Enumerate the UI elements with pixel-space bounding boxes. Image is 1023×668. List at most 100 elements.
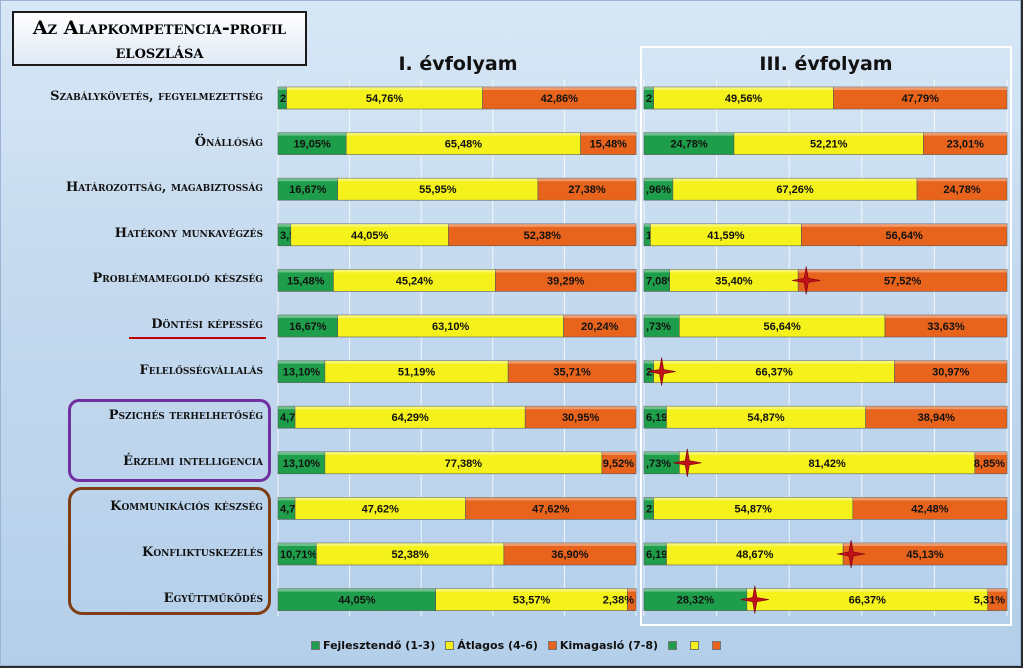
data-label: 8,85% [974, 458, 1005, 470]
bar-highlight [525, 406, 636, 410]
bar-kimagaslo [987, 588, 1008, 611]
data-label: 52,38% [524, 230, 562, 242]
bar-highlight [333, 269, 496, 273]
bar-highlight [627, 588, 636, 592]
data-label: 66,37% [755, 367, 793, 379]
data-label: 47,62% [362, 503, 400, 515]
bar-highlight [653, 497, 853, 501]
data-label: 30,97% [932, 367, 970, 379]
data-label: 64,29% [391, 412, 429, 424]
data-label: 10,71% [280, 549, 318, 561]
chart-title-line2: eloszlása [115, 41, 204, 63]
data-label: 13,10% [283, 367, 321, 379]
bar-highlight [798, 269, 1007, 273]
data-label: 56,64% [763, 321, 801, 333]
bar-highlight [653, 87, 834, 90]
bar-highlight [653, 360, 895, 364]
bar-highlight [644, 178, 673, 182]
data-label: 41,59% [707, 230, 745, 242]
data-label: 57,52% [884, 275, 922, 287]
data-label: 45,24% [396, 275, 434, 287]
highlight-underline [129, 337, 266, 339]
data-label: 19,05% [293, 139, 331, 151]
bar-highlight [833, 87, 1007, 90]
bar-highlight [337, 178, 538, 182]
data-label: 20,24% [581, 321, 619, 333]
data-label: 55,95% [419, 184, 457, 196]
bar-highlight [801, 223, 1007, 227]
bar-highlight [644, 588, 747, 592]
chart-title: Az Alapkompetencia-profil eloszlása [12, 11, 307, 66]
panel-title-iii: III. évfolyam [759, 53, 893, 75]
bar-highlight [278, 406, 296, 410]
row-label: Hatékony munkavégzés [114, 225, 263, 241]
row-label: Határozottság, magabiztosság [66, 180, 263, 196]
bar-highlight [644, 132, 734, 136]
bar-highlight [644, 315, 680, 318]
data-label: 16,67% [289, 184, 327, 196]
bar-highlight [278, 132, 347, 136]
star-marker [673, 448, 702, 477]
bar-kimagaslo [884, 314, 1008, 338]
data-label: 35,71% [553, 367, 591, 379]
row-label: Kommunikációs készség [110, 499, 263, 515]
data-label: 23,01% [947, 139, 985, 151]
data-label: 47,62% [532, 503, 570, 515]
bar-kimagaslo [563, 314, 637, 338]
bar-highlight [278, 87, 287, 90]
row-label: Együttműködés [163, 590, 263, 606]
bar-highlight [448, 223, 636, 227]
data-label: ,73% [646, 458, 671, 470]
bar-highlight [278, 451, 325, 455]
bar-kimagaslo [495, 269, 637, 292]
highlight-box-brown [68, 487, 271, 615]
bar-highlight [278, 269, 334, 273]
bar-kimagaslo [503, 542, 637, 566]
bar-highlight [666, 543, 844, 546]
bar-kimagaslo [580, 132, 637, 155]
legend: Fejlesztendő (1-3) Átlagos (4-6) Kimagas… [311, 639, 724, 652]
bar-highlight [644, 223, 651, 227]
row-label: Felelősségvállalás [139, 362, 263, 378]
bar-kimagaslo [482, 86, 637, 110]
row-label: Problémamegoldó készség [92, 271, 263, 287]
data-label: 2,38% [603, 595, 634, 607]
legend-label-fejlesztendo: Fejlesztendő (1-3) [323, 639, 436, 652]
data-label: 13,10% [283, 458, 321, 470]
data-label: 15,48% [287, 275, 325, 287]
bar-kimagaslo [916, 177, 1008, 201]
data-label: 15,48% [590, 139, 628, 151]
bar-highlight [278, 223, 291, 227]
row-label: Érzelmi intelligencia [123, 453, 263, 469]
data-label: 42,48% [911, 503, 949, 515]
data-label: 24,78% [943, 184, 981, 196]
data-label: 39,29% [547, 275, 585, 287]
bar-kimagaslo [627, 588, 637, 611]
data-label: 5,31% [974, 595, 1005, 607]
star-marker [740, 585, 769, 614]
bar-kimagaslo [801, 223, 1008, 247]
bar-highlight [650, 223, 802, 227]
bar-highlight [679, 315, 885, 318]
data-label: 53,57% [513, 595, 551, 607]
star-marker [837, 539, 866, 569]
bar-highlight [503, 543, 636, 546]
data-label: 35,40% [715, 275, 753, 287]
bar-kimagaslo [865, 405, 1008, 429]
bar-highlight [482, 87, 636, 90]
data-label: 36,90% [551, 549, 589, 561]
bar-highlight [286, 87, 483, 90]
bar-highlight [852, 497, 1007, 501]
legend-item-orange-blank [712, 641, 724, 650]
legend-label-kimagaslo: Kimagasló (7-8) [559, 639, 659, 652]
data-label: 48,67% [736, 549, 774, 561]
bar-highlight [278, 315, 338, 318]
bar-highlight [316, 543, 504, 546]
data-label: 66,37% [849, 595, 887, 607]
row-label: Konfliktuskezelés [142, 545, 263, 560]
bar-highlight [495, 269, 637, 273]
bar-highlight [537, 178, 636, 182]
row-label: Önállóság [194, 134, 263, 150]
star-marker [647, 357, 676, 386]
